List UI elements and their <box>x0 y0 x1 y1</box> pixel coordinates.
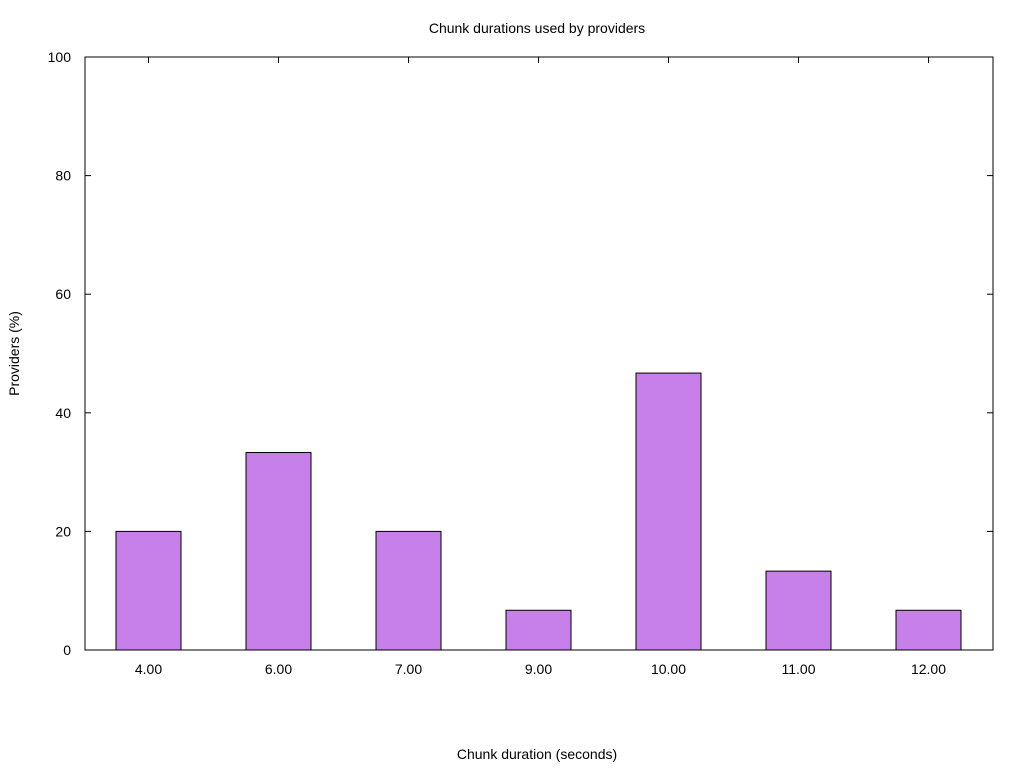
bar-9.00 <box>505 609 572 651</box>
x-tick-label: 7.00 <box>395 661 422 677</box>
x-tick-label: 4.00 <box>135 661 162 677</box>
bar-6.00 <box>245 452 312 651</box>
x-tick-labels: 4.00 6.00 7.00 9.00 10.00 11.00 12.00 <box>135 661 946 677</box>
bar-10.00 <box>635 372 702 651</box>
chart-title: Chunk durations used by providers <box>429 20 645 36</box>
y-axis-label: Providers (%) <box>6 311 22 396</box>
y-tick-label: 100 <box>48 49 72 65</box>
bar-12.00 <box>895 609 962 651</box>
x-tick-label: 12.00 <box>911 661 946 677</box>
bars-layer <box>115 372 962 651</box>
x-tick-label: 10.00 <box>651 661 686 677</box>
ticks-layer <box>85 56 993 651</box>
bar-11.00 <box>765 570 832 651</box>
x-tick-label: 11.00 <box>782 661 816 677</box>
x-tick-label: 6.00 <box>265 661 292 677</box>
plot-frame <box>84 56 994 651</box>
x-tick-label: 9.00 <box>525 661 552 677</box>
y-tick-label: 80 <box>55 168 71 184</box>
y-tick-label: 20 <box>55 523 71 539</box>
y-tick-labels: 0 20 40 60 80 100 <box>48 49 72 658</box>
y-tick-label: 60 <box>55 286 71 302</box>
y-tick-label: 0 <box>63 642 71 658</box>
bar-4.00 <box>115 530 182 651</box>
x-axis-label: Chunk duration (seconds) <box>457 746 617 762</box>
y-tick-label: 40 <box>55 405 71 421</box>
bar-7.00 <box>375 530 442 651</box>
